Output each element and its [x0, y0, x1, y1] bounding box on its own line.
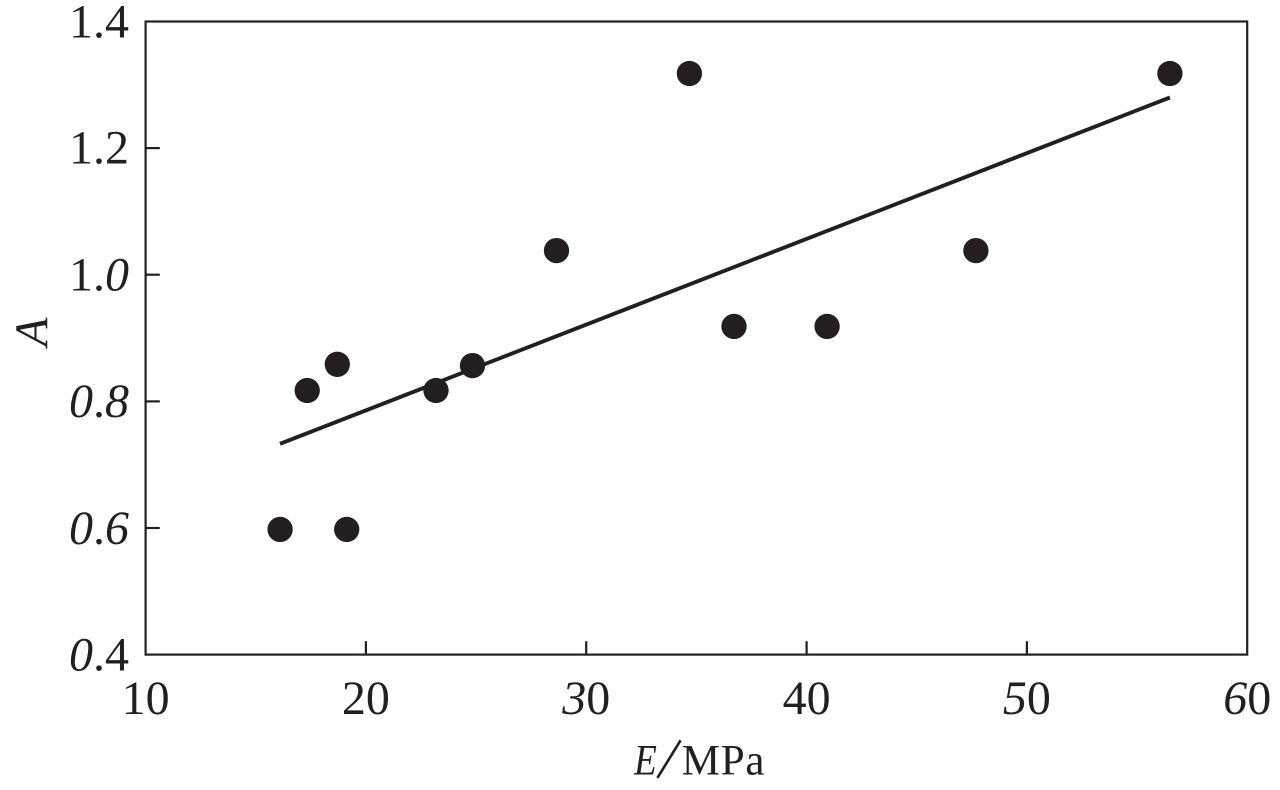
svg-text:20: 20: [342, 672, 390, 725]
svg-text:30: 30: [561, 672, 610, 725]
svg-text:40: 40: [783, 672, 831, 725]
svg-text:1.2: 1.2: [69, 122, 129, 175]
svg-text:10: 10: [122, 672, 170, 725]
svg-text:0.4: 0.4: [69, 629, 129, 682]
svg-text:60: 60: [1223, 672, 1271, 725]
svg-text:0.6: 0.6: [69, 502, 129, 555]
svg-text:MPa: MPa: [682, 737, 765, 784]
svg-text:1.0: 1.0: [69, 248, 129, 301]
svg-text:0.8: 0.8: [69, 375, 129, 428]
svg-text:A: A: [6, 317, 58, 349]
svg-text:E: E: [633, 736, 657, 784]
svg-text:50: 50: [1003, 672, 1051, 725]
svg-text:1.4: 1.4: [69, 0, 129, 49]
